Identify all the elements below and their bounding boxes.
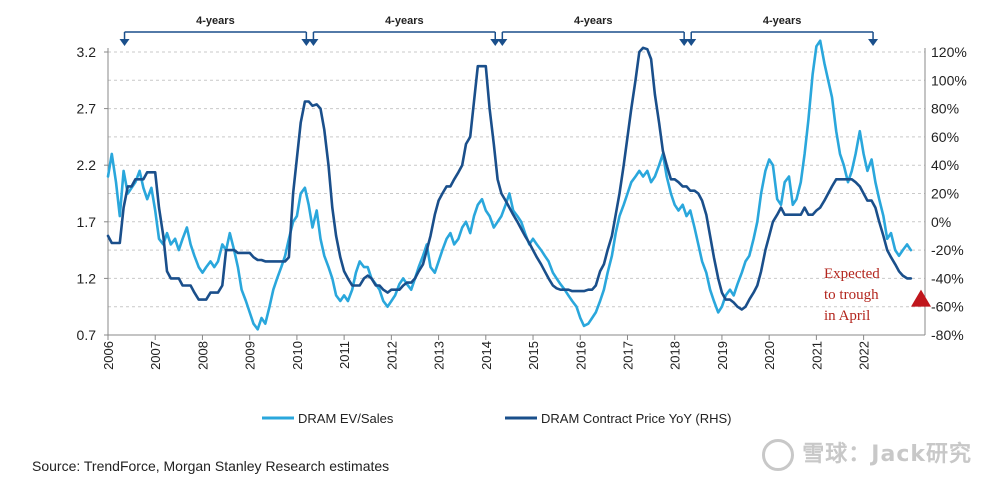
- right-tick-label: -20%: [931, 242, 964, 258]
- x-axis: 2006 2007 2008 2009 2010 2011 2012 2013 2014 2015…: [101, 335, 872, 370]
- period-arrow-right: [301, 39, 312, 46]
- annotation-text: to trough: [824, 287, 879, 303]
- left-axis: 3.2 2.7 2.2 1.7 1.2 0.7: [77, 44, 108, 343]
- period-arrow-left: [119, 39, 130, 46]
- x-tick-label: 2018: [668, 341, 683, 370]
- period-label: 4-years: [385, 15, 424, 27]
- contract-price-yoy-line: [106, 46, 913, 311]
- left-tick-label: 2.2: [77, 157, 97, 173]
- annotation-text: in April: [824, 308, 870, 324]
- trough-annotation: Expected to trough in April: [824, 266, 931, 324]
- x-tick-label: 2006: [101, 341, 116, 370]
- period-label: 4-years: [574, 15, 613, 27]
- legend-label: DRAM EV/Sales: [298, 411, 394, 426]
- legend-label: DRAM Contract Price YoY (RHS): [541, 411, 732, 426]
- period-arrow-right: [868, 39, 879, 46]
- right-tick-label: 20%: [931, 186, 959, 202]
- left-tick-label: 0.7: [77, 327, 97, 343]
- x-tick-label: 2011: [337, 341, 352, 369]
- period-arrow-left: [308, 39, 319, 46]
- four-year-periods: 4-years 4-years 4-years 4-years: [119, 15, 879, 46]
- period-arrow-left: [686, 39, 697, 46]
- left-tick-label: 1.7: [77, 214, 97, 230]
- source-note: Source: TrendForce, Morgan Stanley Resea…: [32, 458, 390, 474]
- x-tick-label: 2020: [762, 341, 777, 370]
- watermark: 雪球：Jack研究: [762, 436, 972, 471]
- x-tick-label: 2013: [432, 341, 447, 370]
- period-label: 4-years: [196, 15, 235, 27]
- ev-sales-line: [106, 39, 913, 331]
- right-tick-label: -60%: [931, 299, 964, 315]
- x-tick-label: 2019: [715, 341, 730, 370]
- period-arrow-right: [490, 39, 501, 46]
- left-tick-label: 2.7: [77, 101, 97, 117]
- x-tick-label: 2016: [573, 341, 588, 370]
- period-bracket: 4-years: [497, 15, 690, 46]
- left-tick-label: 1.2: [77, 270, 97, 286]
- right-tick-label: -80%: [931, 327, 964, 343]
- period-arrow-left: [497, 39, 508, 46]
- period-bracket: 4-years: [686, 15, 879, 46]
- right-tick-label: 60%: [931, 129, 959, 145]
- period-label: 4-years: [763, 15, 802, 27]
- x-tick-label: 2007: [148, 341, 163, 370]
- gridlines: [107, 48, 926, 336]
- x-tick-label: 2010: [290, 341, 305, 370]
- annotation-text: Expected: [824, 266, 880, 282]
- watermark-text: 雪球：Jack研究: [802, 442, 972, 467]
- right-tick-label: 100%: [931, 72, 967, 88]
- period-bracket: 4-years: [119, 15, 312, 46]
- x-tick-label: 2009: [243, 341, 258, 370]
- chart-legend: DRAM EV/Sales DRAM Contract Price YoY (RH…: [262, 411, 732, 426]
- right-tick-label: 40%: [931, 157, 959, 173]
- period-arrow-right: [679, 39, 690, 46]
- trough-marker-icon: [911, 289, 931, 307]
- x-tick-label: 2014: [479, 341, 494, 370]
- x-tick-label: 2021: [809, 341, 824, 370]
- right-tick-label: 80%: [931, 101, 959, 117]
- series-lines: [106, 39, 913, 331]
- snowball-logo-icon: [762, 439, 795, 471]
- period-bracket: 4-years: [308, 15, 501, 46]
- right-axis: 120% 100% 80% 60% 40% 20% 0% -20% -40% -60% -80%: [931, 44, 967, 343]
- right-tick-label: 120%: [931, 44, 967, 60]
- x-tick-label: 2015: [526, 341, 541, 370]
- left-tick-label: 3.2: [77, 44, 97, 60]
- x-tick-label: 2017: [620, 341, 635, 370]
- x-tick-label: 2022: [857, 341, 872, 370]
- right-tick-label: -40%: [931, 270, 964, 286]
- x-tick-label: 2012: [384, 341, 399, 370]
- right-tick-label: 0%: [931, 214, 951, 230]
- x-tick-label: 2008: [195, 341, 210, 370]
